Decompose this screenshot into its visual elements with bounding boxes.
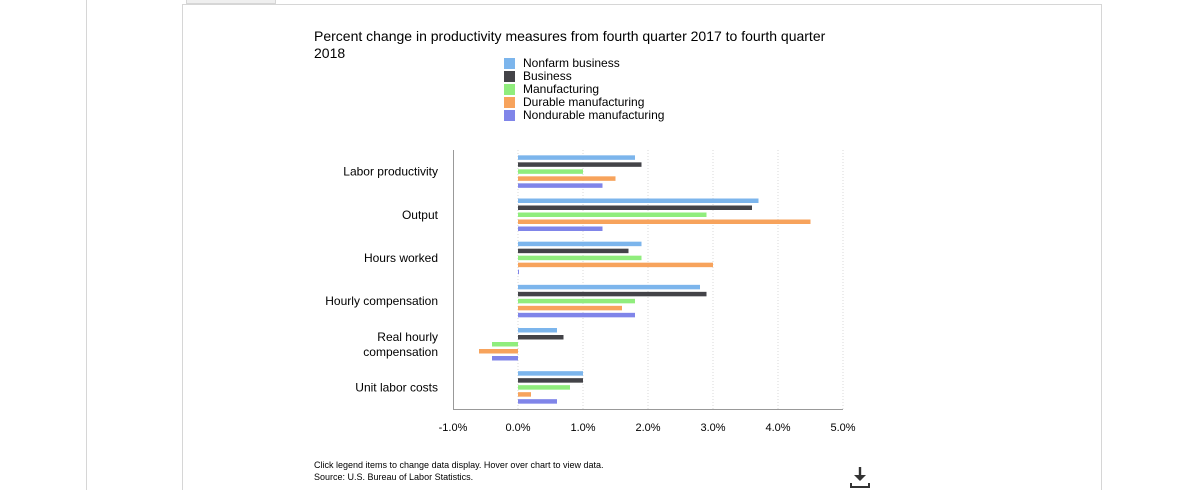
- legend-label: Manufacturing: [523, 82, 600, 96]
- legend-swatch: [504, 58, 515, 69]
- bar[interactable]: [518, 255, 642, 261]
- category-label: Real hourly compensation: [363, 330, 438, 359]
- x-tick-label: 4.0%: [765, 422, 790, 434]
- category-label: Hours worked: [364, 251, 438, 265]
- legend-label: Durable manufacturing: [523, 95, 645, 109]
- category-label: Labor productivity: [343, 165, 438, 179]
- legend-item[interactable]: Nondurable manufacturing: [504, 109, 664, 122]
- bar[interactable]: [518, 312, 635, 318]
- chart-legend: Nonfarm business Business Manufacturing Dur…: [504, 57, 664, 122]
- category-label: Unit labor costs: [355, 380, 438, 394]
- bar[interactable]: [518, 205, 752, 211]
- x-tick-label: 3.0%: [700, 422, 725, 434]
- bar[interactable]: [518, 162, 642, 167]
- bar[interactable]: [518, 226, 603, 232]
- bar[interactable]: [518, 169, 583, 174]
- bar[interactable]: [518, 284, 700, 290]
- chart-panel: [182, 4, 1102, 490]
- legend-swatch: [504, 110, 515, 121]
- bar[interactable]: [492, 356, 518, 361]
- legend-item[interactable]: Durable manufacturing: [504, 96, 664, 109]
- bar[interactable]: [518, 183, 603, 188]
- legend-item[interactable]: Manufacturing: [504, 83, 664, 96]
- bar[interactable]: [518, 155, 635, 160]
- bar[interactable]: [479, 349, 518, 354]
- bar[interactable]: [518, 335, 564, 340]
- x-tick-label: -1.0%: [439, 422, 468, 434]
- category-label: Output: [402, 208, 439, 222]
- bar[interactable]: [518, 371, 583, 376]
- bar[interactable]: [518, 328, 557, 333]
- x-tick-label: 1.0%: [570, 422, 595, 434]
- chart-title: Percent change in productivity measures …: [314, 28, 826, 61]
- bar[interactable]: [518, 298, 635, 304]
- panel-tab[interactable]: [186, 0, 276, 4]
- bar[interactable]: [492, 342, 518, 347]
- bar[interactable]: [518, 262, 713, 268]
- bar[interactable]: [518, 385, 570, 390]
- bar[interactable]: [518, 212, 707, 218]
- bar[interactable]: [518, 291, 707, 297]
- bar[interactable]: [518, 392, 531, 397]
- bar[interactable]: [518, 198, 759, 204]
- legend-label: Nondurable manufacturing: [523, 108, 665, 122]
- x-tick-label: 2.0%: [635, 422, 660, 434]
- bar[interactable]: [518, 248, 629, 254]
- download-icon: [850, 467, 870, 488]
- x-tick-label: 5.0%: [830, 422, 855, 434]
- bar[interactable]: [518, 176, 616, 181]
- legend-swatch: [504, 71, 515, 82]
- bar[interactable]: [518, 269, 519, 275]
- footer-source: Source: U.S. Bureau of Labor Statistics.: [314, 472, 474, 482]
- legend-label: Nonfarm business: [523, 56, 620, 70]
- footer-instructions: Click legend items to change data displa…: [314, 460, 604, 470]
- legend-item[interactable]: Nonfarm business: [504, 57, 664, 70]
- bar[interactable]: [518, 399, 557, 404]
- bar[interactable]: [518, 378, 583, 383]
- chart-footer: Click legend items to change data displa…: [314, 459, 603, 483]
- category-label: Hourly compensation: [325, 294, 438, 308]
- legend-item[interactable]: Business: [504, 70, 664, 83]
- legend-swatch: [504, 84, 515, 95]
- page-frame-left-border: [86, 0, 87, 490]
- legend-swatch: [504, 97, 515, 108]
- bar[interactable]: [518, 305, 622, 311]
- x-tick-label: 0.0%: [505, 422, 530, 434]
- bar[interactable]: [518, 241, 642, 247]
- legend-label: Business: [523, 69, 572, 83]
- bar[interactable]: [518, 219, 811, 225]
- download-button[interactable]: [848, 465, 872, 489]
